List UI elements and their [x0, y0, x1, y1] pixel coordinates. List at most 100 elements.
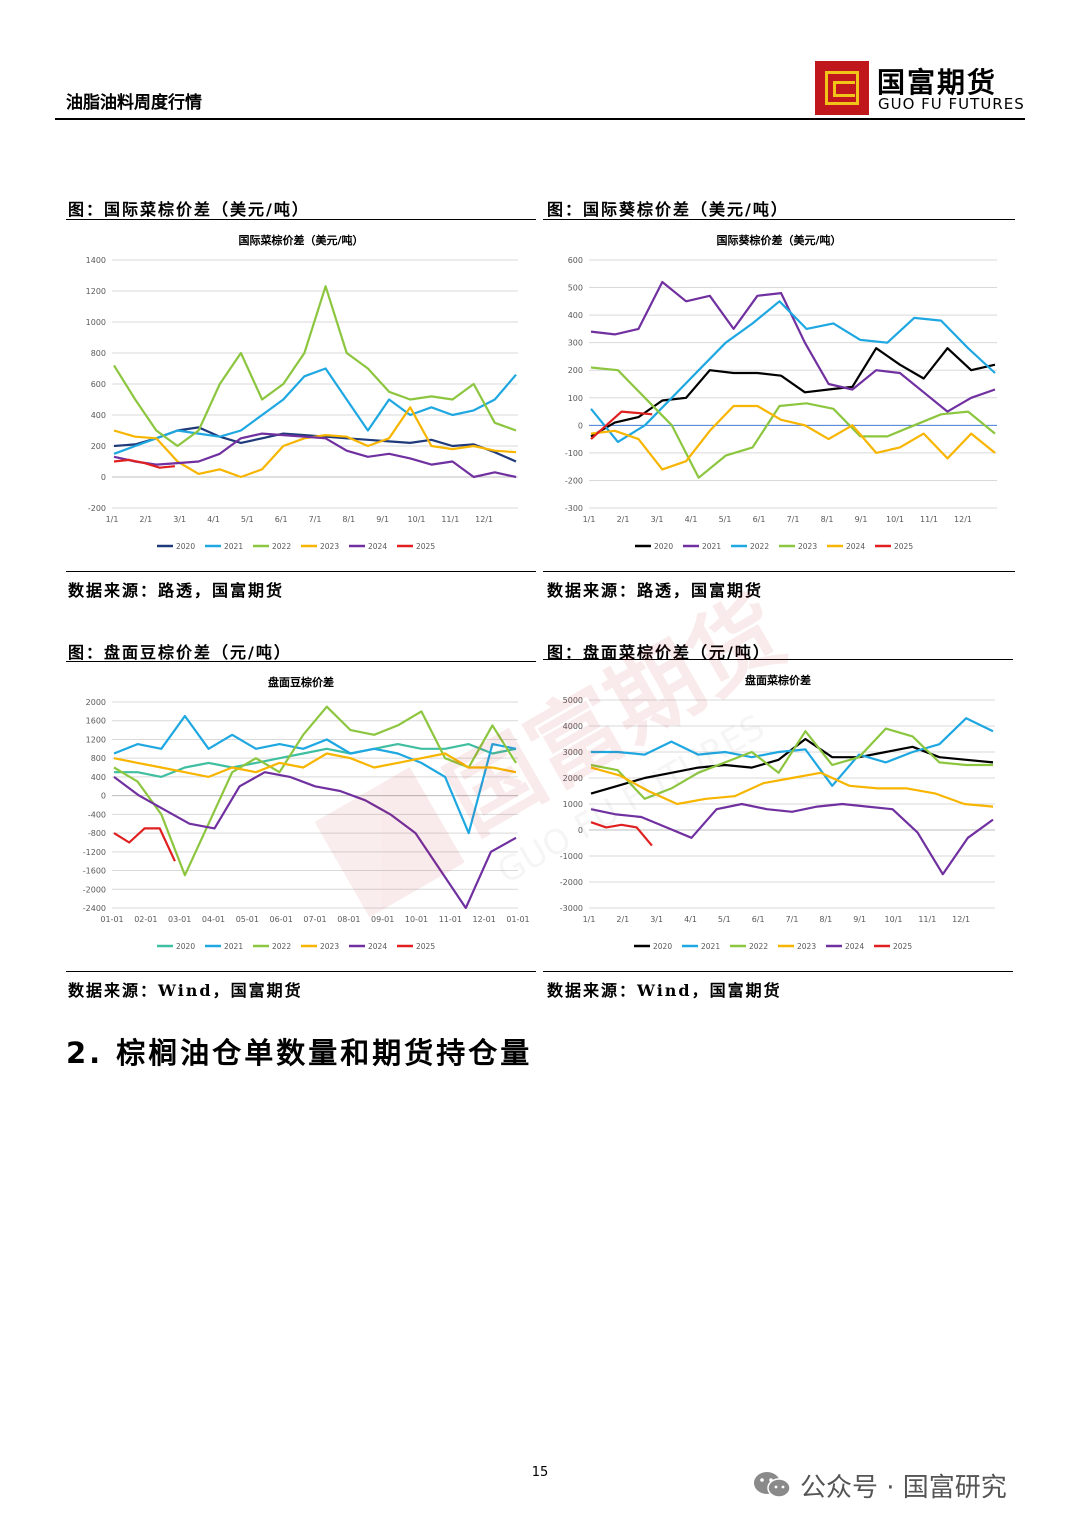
y-tick-label: 400 [91, 773, 106, 782]
x-tick-label: 10/1 [885, 915, 903, 924]
x-tick-label: 6/1 [752, 915, 765, 924]
x-tick-label: 04-01 [202, 915, 225, 924]
x-tick-label: 9/1 [855, 515, 868, 524]
x-tick-label: 12/1 [952, 915, 970, 924]
series-line-2022 [590, 300, 996, 443]
y-tick-label: 2000 [563, 774, 583, 783]
x-tick-label: 5/1 [718, 915, 731, 924]
legend-label: 2024 [368, 542, 387, 551]
y-tick-label: 0 [578, 421, 583, 430]
x-tick-label: 3/1 [651, 515, 664, 524]
x-tick-label: 11-01 [439, 915, 462, 924]
y-tick-label: 600 [91, 380, 106, 389]
logo-mark-icon [815, 61, 869, 115]
y-tick-label: 500 [568, 284, 583, 293]
x-tick-label: 05-01 [236, 915, 259, 924]
series-line-2021 [590, 280, 996, 413]
legend-label: 2023 [798, 542, 817, 551]
series-line-2020 [590, 737, 994, 795]
x-tick-label: 7/1 [786, 915, 799, 924]
panel-bottom-rule [66, 571, 536, 572]
x-tick-label: 10/1 [408, 515, 426, 524]
panel-bottom-rule [66, 971, 536, 972]
y-tick-label: 1200 [86, 287, 106, 296]
wechat-account-label: 公众号 · 国富研究 [800, 1473, 1007, 1503]
y-tick-label: -800 [88, 829, 106, 838]
y-tick-label: -100 [565, 449, 583, 458]
x-tick-label: 1/1 [583, 915, 596, 924]
x-tick-label: 03-01 [168, 915, 191, 924]
y-tick-label: 200 [91, 442, 106, 451]
x-tick-label: 02-01 [134, 915, 157, 924]
y-tick-label: 800 [91, 349, 106, 358]
y-tick-label: -200 [88, 504, 106, 513]
y-tick-label: 2000 [86, 698, 106, 707]
x-tick-label: 06-01 [270, 915, 293, 924]
legend-label: 2021 [224, 542, 243, 551]
legend-label: 2024 [368, 942, 387, 951]
y-tick-label: 1400 [86, 256, 106, 265]
y-tick-label: -3000 [560, 904, 583, 913]
logo-english-name: GUO FU FUTURES [878, 95, 1025, 113]
x-tick-label: 11/1 [918, 915, 936, 924]
legend-label: 2020 [176, 542, 195, 551]
x-tick-label: 8/1 [821, 515, 834, 524]
panel-bottom-rule [543, 971, 1013, 972]
y-tick-label: 300 [568, 339, 583, 348]
x-tick-label: 9/1 [376, 515, 389, 524]
series-line-2025 [113, 458, 176, 469]
legend-label: 2020 [654, 542, 673, 551]
chart-source-rapeseed-palm: 数据来源：路透，国富期货 [68, 581, 285, 600]
y-tick-label: 1000 [563, 800, 583, 809]
legend-label: 2024 [846, 542, 865, 551]
report-title: 油脂油料周度行情 [66, 93, 202, 113]
legend-label: 2020 [653, 942, 672, 951]
y-tick-label: 800 [91, 754, 106, 763]
series-line-2025 [590, 410, 653, 440]
y-tick-label: 400 [91, 411, 106, 420]
x-tick-label: 10-01 [405, 915, 428, 924]
chart-source-soy-palm-futures: 数据来源：Wind，国富期货 [68, 981, 303, 1000]
x-tick-label: 6/1 [753, 515, 766, 524]
series-line-2025 [113, 827, 176, 862]
x-tick-label: 4/1 [207, 515, 220, 524]
series-line-2024 [590, 404, 996, 471]
legend-label: 2022 [749, 942, 768, 951]
x-tick-label: 9/1 [853, 915, 866, 924]
series-line-2021 [113, 714, 517, 835]
y-tick-label: -1000 [560, 852, 583, 861]
legend-label: 2020 [176, 942, 195, 951]
section-heading: 2. 棕榈油仓单数量和期货持仓量 [66, 1036, 533, 1070]
legend-label: 2022 [750, 542, 769, 551]
rapeseed-palm-futures-spread-chart: 盘面菜棕价差 -3000 -2000 -1000 0 1000 2000 3000 4000 50… [543, 662, 1013, 968]
chart-inner-title: 国际葵棕价差（美元/吨） [716, 233, 841, 247]
x-tick-label: 8/1 [819, 915, 832, 924]
x-tick-label: 09-01 [371, 915, 394, 924]
chart-title-soy-palm-futures: 图：盘面豆棕价差（元/吨） [68, 643, 292, 662]
y-tick-label: 200 [568, 366, 583, 375]
y-tick-label: 3000 [563, 748, 583, 757]
panel-top-rule [66, 219, 536, 220]
x-tick-label: 4/1 [685, 515, 698, 524]
x-tick-label: 11/1 [920, 515, 938, 524]
x-tick-label: 12-01 [473, 915, 496, 924]
x-tick-label: 07-01 [303, 915, 326, 924]
y-tick-label: 600 [568, 256, 583, 265]
y-tick-label: -2000 [560, 878, 583, 887]
panel-top-rule [543, 659, 1013, 660]
series-line-2024 [590, 802, 994, 876]
series-line-2020 [590, 347, 996, 438]
x-tick-label: 1/1 [106, 515, 119, 524]
y-tick-label: 4000 [563, 722, 583, 731]
x-tick-label: 5/1 [719, 515, 732, 524]
x-tick-label: 2/1 [139, 515, 152, 524]
x-tick-label: 11/1 [441, 515, 459, 524]
legend-label: 2022 [272, 942, 291, 951]
x-tick-label: 5/1 [241, 515, 254, 524]
x-tick-label: 3/1 [650, 915, 663, 924]
chart-svg: 国际菜棕价差（美元/吨） -200 0 200 400 600 800 1000 1200 140… [86, 233, 518, 551]
chart-inner-title: 国际菜棕价差（美元/吨） [238, 233, 363, 247]
legend-label: 2022 [272, 542, 291, 551]
x-tick-label: 2/1 [616, 915, 629, 924]
y-tick-label: -2400 [83, 904, 106, 913]
